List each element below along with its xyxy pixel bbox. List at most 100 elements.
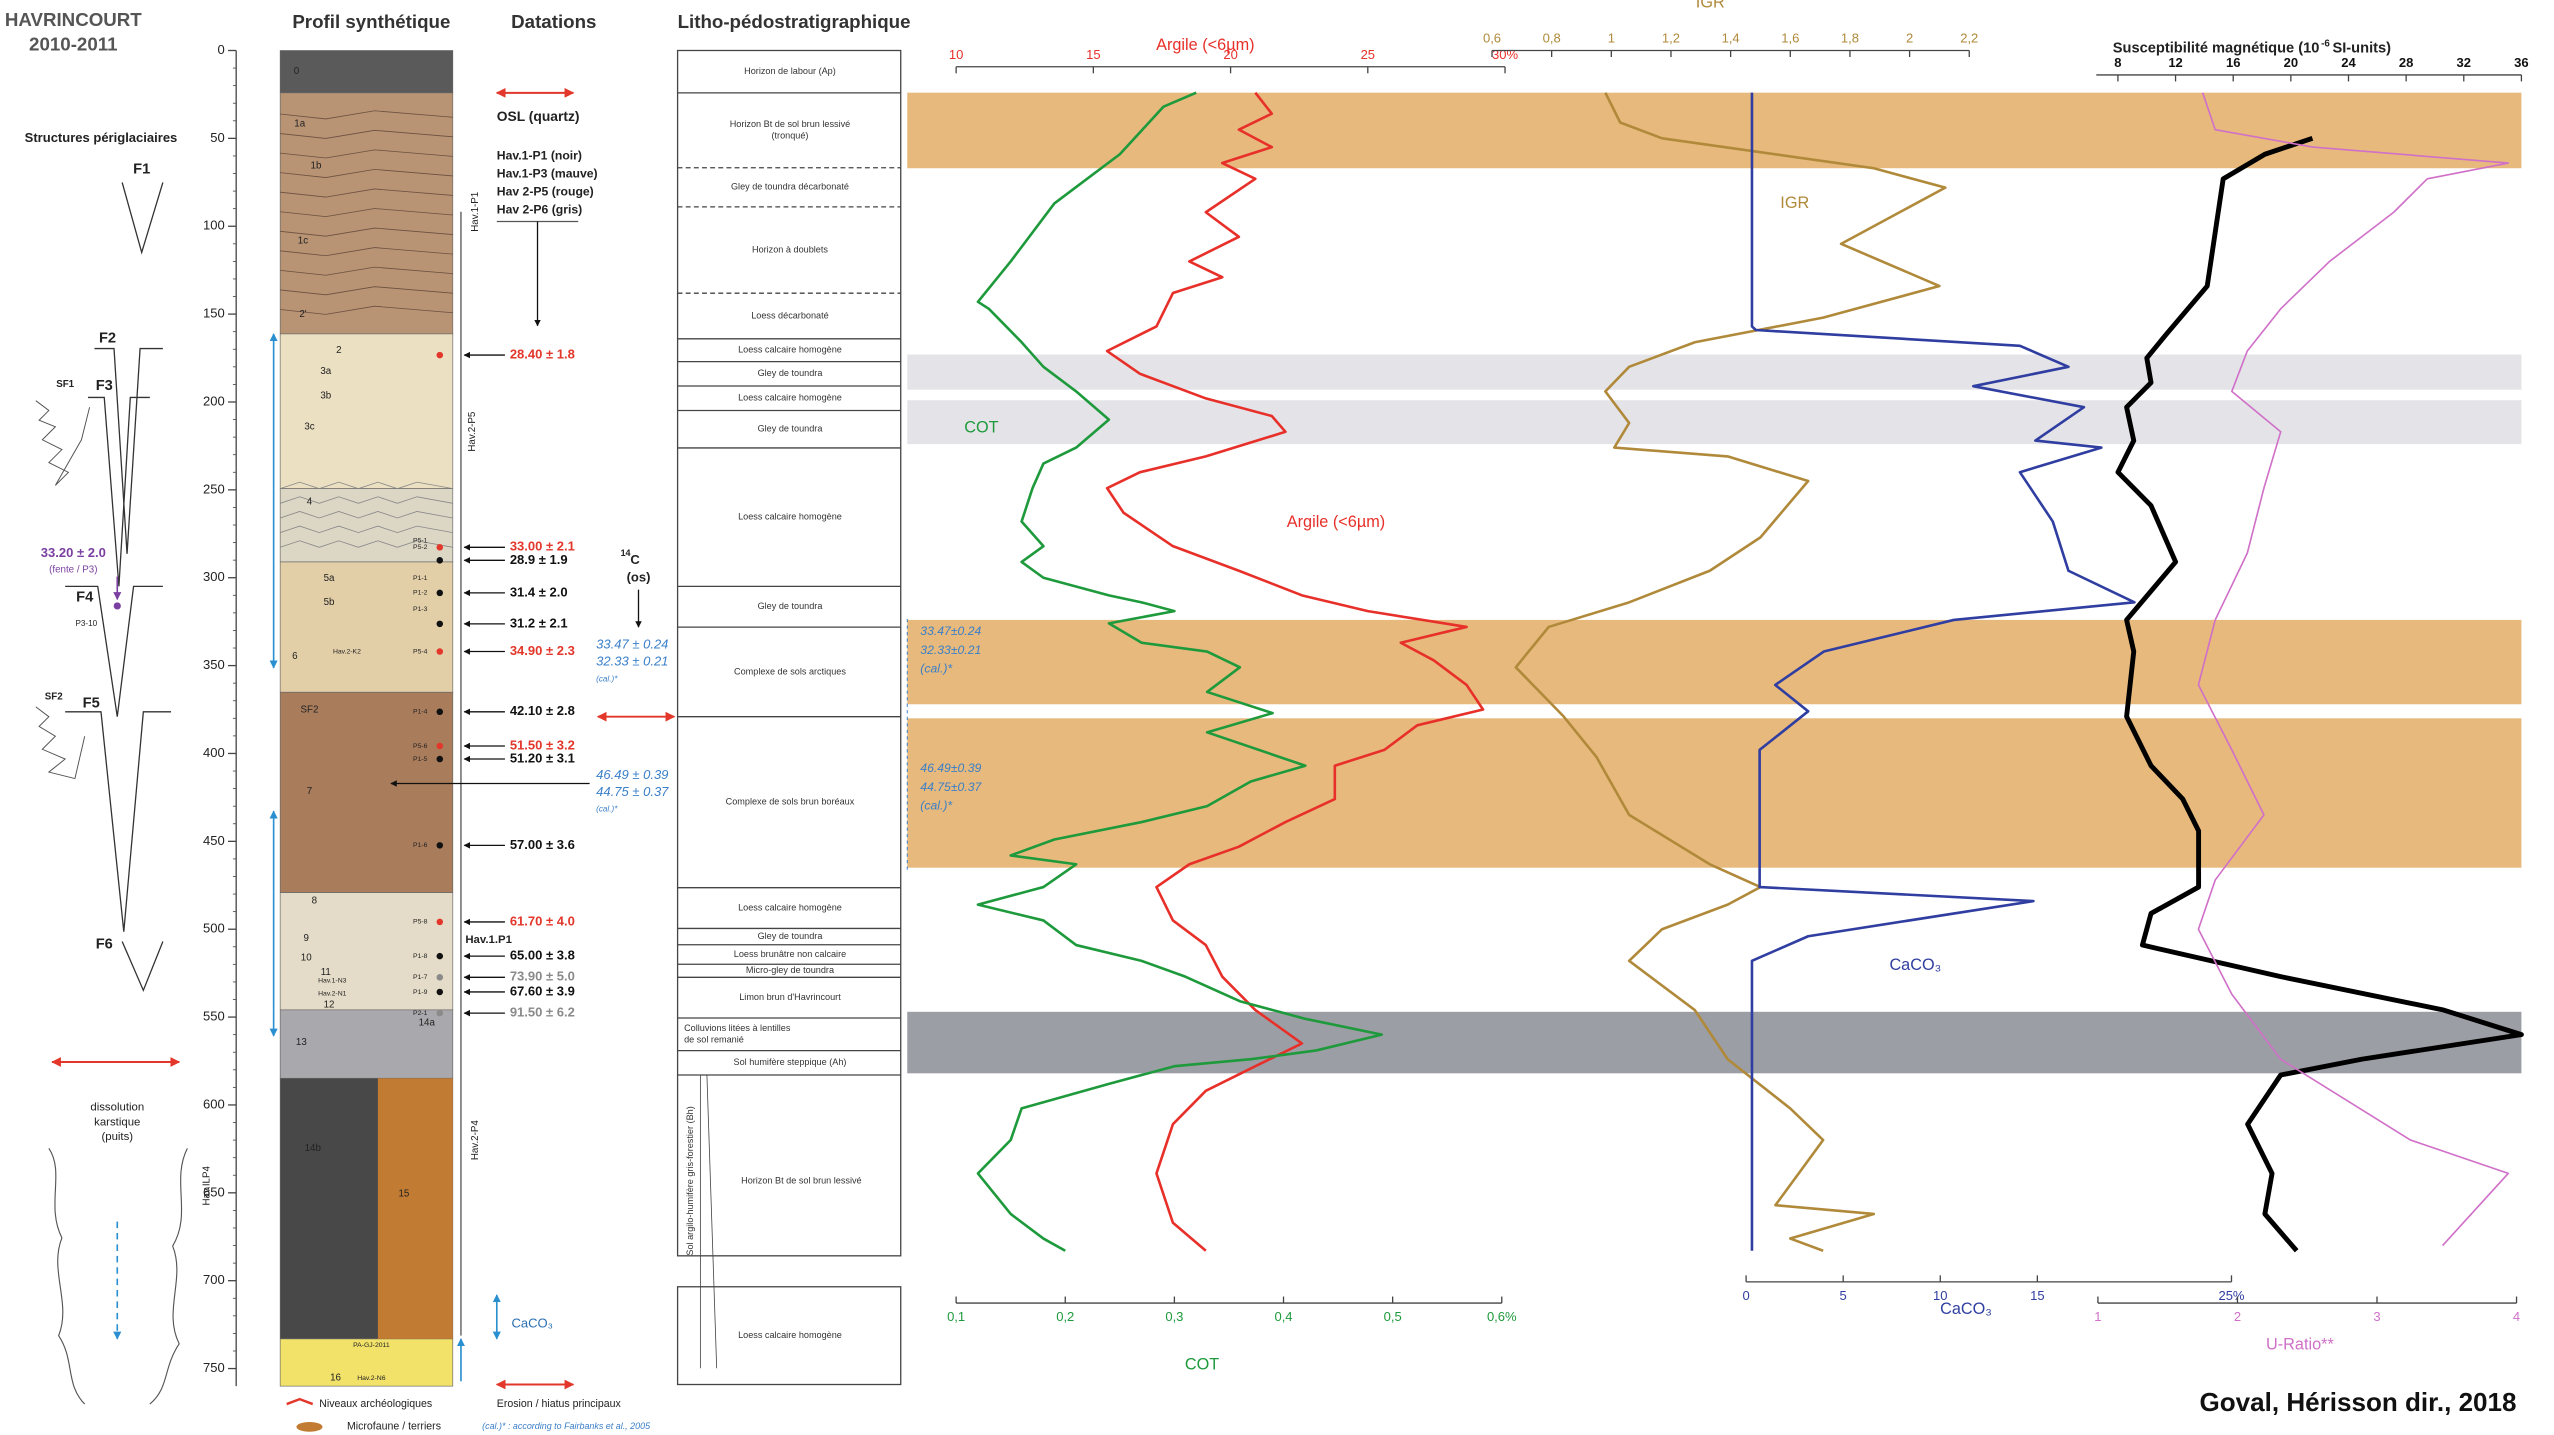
depth-tick-label: 0	[218, 42, 225, 57]
sample-label: PA-GJ-2011	[353, 1342, 390, 1349]
sample-dot	[113, 602, 121, 610]
depth-tick-label: 200	[203, 393, 225, 408]
litho-label: Horizon de labour (Ap)	[744, 66, 836, 76]
unit-label: 14b	[305, 1143, 322, 1154]
depth-tick-label: 300	[203, 569, 225, 584]
c14-date: 33.47 ± 0.24	[596, 636, 668, 651]
shape	[280, 188, 453, 198]
c14-date: 33.47±0.24	[920, 624, 981, 638]
sample-dot	[436, 708, 444, 716]
curve	[1105, 91, 1485, 1252]
litho-label: Sol humifère steppique (Ah)	[734, 1057, 847, 1067]
unit-label: 10	[301, 952, 312, 963]
sample-dot	[436, 755, 444, 763]
karst-label: (puits)	[101, 1131, 133, 1143]
unit-label: 12	[324, 1000, 335, 1011]
band	[907, 354, 2522, 390]
depth-tick-label: 500	[203, 921, 225, 936]
sample-dot	[436, 557, 444, 564]
x-tick-label: 30%	[1492, 47, 1518, 62]
shape	[280, 481, 453, 490]
shape	[280, 247, 453, 257]
sample-label: Hav.1-N3	[318, 977, 347, 984]
shape	[121, 182, 164, 255]
x-tick-label: 2	[1906, 31, 1913, 46]
x-tick-label: 25	[1361, 47, 1375, 62]
depth-tick-label: 150	[203, 306, 225, 321]
band	[907, 718, 2522, 868]
sample-label: P5-6	[413, 743, 428, 750]
curve	[976, 91, 1384, 1252]
band	[907, 1011, 2522, 1074]
legend-note: (cal.)* : according to Fairbanks et al.,…	[482, 1421, 650, 1431]
unit-label: SF2	[301, 705, 319, 716]
sample-dot	[436, 918, 444, 926]
curve	[1750, 92, 2136, 1251]
shape	[280, 496, 453, 504]
x-tick-label: 28	[2399, 55, 2413, 70]
axis-title: Susceptibilité magnétique (10	[2113, 41, 2320, 57]
sample-label: Hav.2-K2	[333, 648, 361, 655]
x-tick-label: 0,3	[1165, 1309, 1183, 1324]
axis-title: Argile (<6µm)	[1156, 36, 1254, 54]
shape	[121, 941, 164, 993]
shape	[280, 149, 453, 159]
x-tick-label: 0,4	[1274, 1309, 1292, 1324]
unit-label: 1a	[294, 118, 305, 129]
litho-label: Colluvions litées à lentilles	[684, 1023, 791, 1033]
litho-label: Gley de toundra	[758, 424, 824, 434]
x-tick-label: 32	[2457, 55, 2471, 70]
osl-date: 31.2 ± 2.1	[510, 615, 568, 630]
unit-label: 9	[304, 933, 309, 944]
shape	[280, 266, 453, 276]
stratum	[279, 1009, 454, 1079]
x-tick-label: 2,2	[1960, 31, 1978, 46]
x-tick-label: 12	[2168, 55, 2182, 70]
osl-date: 28.9 ± 1.9	[510, 552, 568, 567]
litho-label: Complexe de sols brun boréaux	[726, 797, 855, 807]
unit-label: 2'	[299, 309, 306, 320]
depth-tick-label: 400	[203, 745, 225, 760]
shape	[706, 1075, 718, 1369]
shape	[280, 110, 453, 120]
shape	[286, 1397, 314, 1406]
sample-dot	[436, 351, 444, 359]
unit-label: 7	[307, 786, 312, 797]
litho-label: Loess calcaire homogène	[738, 1330, 842, 1340]
depth-tick-label: 700	[203, 1272, 225, 1287]
x-tick-label: 16	[2226, 55, 2240, 70]
curve-label: CaCO₃	[1889, 956, 1941, 974]
dating-title: Datations	[511, 11, 596, 32]
sample-label: P1-9	[413, 989, 428, 996]
axis-title: COT	[1185, 1355, 1219, 1373]
sample-label: P5-4	[413, 648, 428, 655]
feature-label: F5	[83, 696, 100, 712]
x-tick-label: 1,6	[1781, 31, 1799, 46]
x-tick-label: 0,6%	[1487, 1309, 1517, 1324]
shape	[65, 585, 163, 717]
x-tick-label: 0,5	[1384, 1309, 1402, 1324]
axis-title: SI-units)	[2332, 41, 2391, 57]
karst-shape	[48, 1148, 188, 1405]
litho-label: Gley de toundra	[758, 601, 824, 611]
x-tick-label: 10	[1933, 1288, 1947, 1303]
sample-label: P1-7	[413, 974, 428, 981]
x-tick-label: 3	[2373, 1309, 2380, 1324]
litho-label: Gley de toundra	[758, 368, 824, 378]
shape	[87, 396, 150, 587]
band	[907, 619, 2522, 705]
section-label: Hav.1-P1	[470, 192, 481, 232]
osl-date: 73.90 ± 5.0	[510, 969, 575, 984]
sample-label: Hav.2-N1	[318, 990, 347, 997]
litho-label: Loess calcaire homogène	[738, 512, 842, 522]
osl-date: 91.50 ± 6.2	[510, 1005, 575, 1020]
sample-label: P3-10	[75, 619, 97, 628]
unit-label: 5a	[324, 573, 335, 584]
litho-frame	[676, 49, 902, 1257]
legend-icon	[296, 1421, 323, 1432]
shape	[280, 168, 453, 178]
shape	[280, 540, 453, 548]
sample-dot	[436, 974, 444, 981]
shape	[280, 511, 453, 519]
sample-dot	[436, 648, 444, 655]
